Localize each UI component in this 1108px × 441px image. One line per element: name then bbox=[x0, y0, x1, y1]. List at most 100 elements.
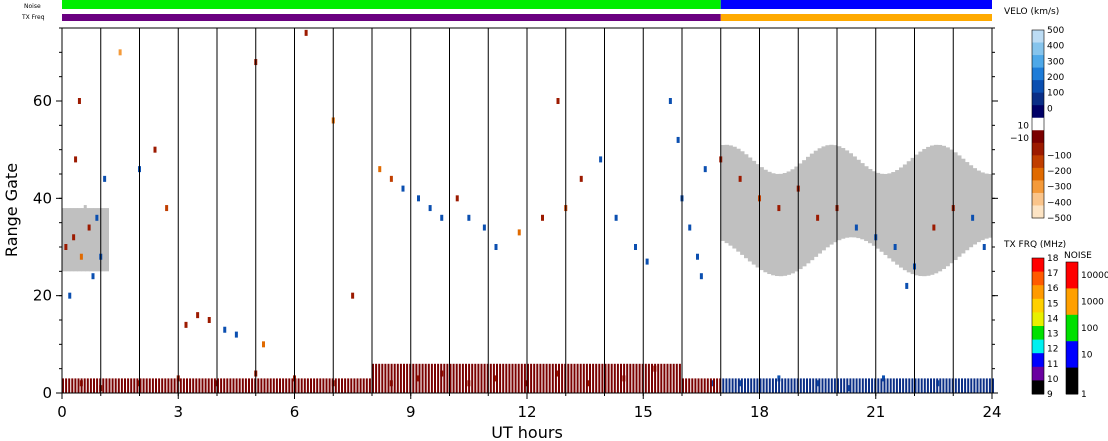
ground-scatter-cell bbox=[988, 173, 993, 238]
ground-scatter-cell bbox=[93, 208, 98, 272]
txfreq-color-band bbox=[1032, 312, 1044, 327]
low-range-cell bbox=[666, 363, 669, 393]
low-range-cell bbox=[818, 378, 821, 393]
ground-scatter-cell bbox=[875, 172, 881, 249]
velocity-colorbar: 500 400 300 200 100 0 10 −10 −100 −200 −300 −400 −50… bbox=[1010, 26, 1072, 224]
low-range-cell bbox=[902, 378, 905, 393]
low-range-cell bbox=[523, 363, 526, 393]
ground-scatter-cell bbox=[69, 208, 75, 272]
txfreq-color-band bbox=[1032, 380, 1044, 395]
ground-scatter-cell bbox=[848, 153, 853, 238]
low-range-cell bbox=[533, 363, 536, 393]
velocity-colorbar-title: VELO (km/s) bbox=[1004, 7, 1059, 17]
low-range-cell bbox=[889, 378, 892, 393]
ground-scatter-layer bbox=[62, 144, 993, 277]
low-range-cell bbox=[703, 378, 706, 393]
low-range-cell bbox=[111, 378, 114, 393]
velocity-cell bbox=[118, 49, 122, 56]
low-range-cell bbox=[576, 363, 579, 393]
low-range-cell bbox=[415, 363, 418, 393]
low-range-cell bbox=[864, 378, 867, 393]
velocity-cell bbox=[854, 224, 858, 231]
low-range-cell bbox=[545, 363, 548, 393]
txfreq-status-bar bbox=[62, 14, 992, 21]
ground-scatter-cell bbox=[926, 146, 931, 276]
ground-scatter-cell bbox=[763, 169, 768, 273]
txfreq-colorbar-border bbox=[1031, 257, 1045, 395]
low-range-cell bbox=[682, 378, 684, 393]
noise-colorbar-title: NOISE bbox=[1064, 251, 1092, 261]
velocity-color-band bbox=[1032, 130, 1044, 144]
ground-scatter-cell bbox=[740, 151, 745, 255]
low-range-cell bbox=[570, 363, 573, 393]
velocity-cell bbox=[816, 380, 820, 387]
txfreq-tick-label: 10 bbox=[1047, 375, 1059, 385]
velocity-cell bbox=[816, 214, 820, 221]
low-range-cell bbox=[449, 363, 452, 393]
ground-scatter-cell bbox=[930, 145, 935, 275]
low-range-cell bbox=[406, 363, 409, 393]
low-range-cell bbox=[626, 363, 629, 393]
low-range-cell bbox=[799, 378, 802, 393]
low-range-cell bbox=[505, 363, 508, 393]
low-range-cell bbox=[694, 378, 697, 393]
hour-grid-lines bbox=[100, 28, 954, 393]
low-range-cell bbox=[269, 378, 272, 393]
velocity-tick-label: 100 bbox=[1047, 89, 1064, 99]
low-range-cell bbox=[465, 363, 467, 393]
txfreq-color-band bbox=[1032, 258, 1044, 273]
low-range-cell bbox=[232, 378, 235, 393]
velocity-color-band bbox=[1032, 180, 1044, 194]
low-range-cell bbox=[102, 378, 105, 393]
ground-scatter-cell bbox=[868, 168, 873, 244]
low-range-cell bbox=[781, 378, 784, 393]
velocity-cell bbox=[982, 244, 986, 250]
low-range-cell bbox=[334, 378, 337, 393]
velocity-cell bbox=[153, 146, 157, 153]
low-range-cell bbox=[192, 378, 195, 393]
txfreq-color-band bbox=[1032, 339, 1044, 354]
velocity-cell bbox=[428, 205, 432, 212]
low-range-cell bbox=[700, 378, 703, 393]
low-range-cell bbox=[951, 378, 954, 393]
low-range-cell bbox=[691, 378, 694, 393]
low-range-cell bbox=[527, 363, 529, 393]
low-range-cell bbox=[737, 378, 740, 393]
low-range-cell bbox=[973, 378, 976, 393]
velocity-cell bbox=[64, 244, 68, 250]
low-range-cell bbox=[285, 378, 288, 393]
low-range-cell bbox=[393, 363, 396, 393]
ground-scatter-cell bbox=[73, 208, 78, 272]
low-range-cell bbox=[322, 378, 325, 393]
low-range-cell bbox=[604, 363, 607, 393]
low-range-cell bbox=[908, 378, 911, 393]
low-range-cell bbox=[734, 378, 737, 393]
low-range-cell bbox=[378, 363, 381, 393]
low-range-cell bbox=[762, 378, 765, 393]
low-range-cell bbox=[905, 378, 908, 393]
noise-colorbar-border bbox=[1065, 261, 1079, 395]
low-range-cell bbox=[412, 363, 415, 393]
y-axis-ticks: 0 20 40 60 bbox=[33, 27, 998, 402]
low-range-cell bbox=[220, 378, 223, 393]
velocity-color-band bbox=[1032, 30, 1044, 44]
velocity-cell bbox=[541, 214, 544, 221]
low-range-cell bbox=[282, 378, 285, 393]
low-range-cell bbox=[840, 378, 843, 393]
velocity-cell bbox=[696, 253, 699, 260]
ground-scatter-cell bbox=[85, 208, 90, 272]
low-range-cell bbox=[300, 378, 303, 393]
low-range-cell bbox=[173, 378, 176, 393]
low-range-cell bbox=[294, 378, 297, 393]
ground-scatter-cell bbox=[778, 173, 784, 277]
velocity-tick-label: 400 bbox=[1047, 42, 1064, 52]
low-range-cell bbox=[266, 378, 269, 393]
low-range-cell bbox=[139, 378, 142, 393]
ground-scatter-cell bbox=[968, 165, 974, 248]
low-range-cell bbox=[114, 378, 117, 393]
low-range-cell bbox=[120, 378, 123, 393]
low-range-cell bbox=[492, 363, 495, 393]
ground-scatter-cell bbox=[937, 144, 943, 272]
velocity-cell bbox=[223, 326, 227, 333]
low-range-cell bbox=[279, 378, 281, 393]
